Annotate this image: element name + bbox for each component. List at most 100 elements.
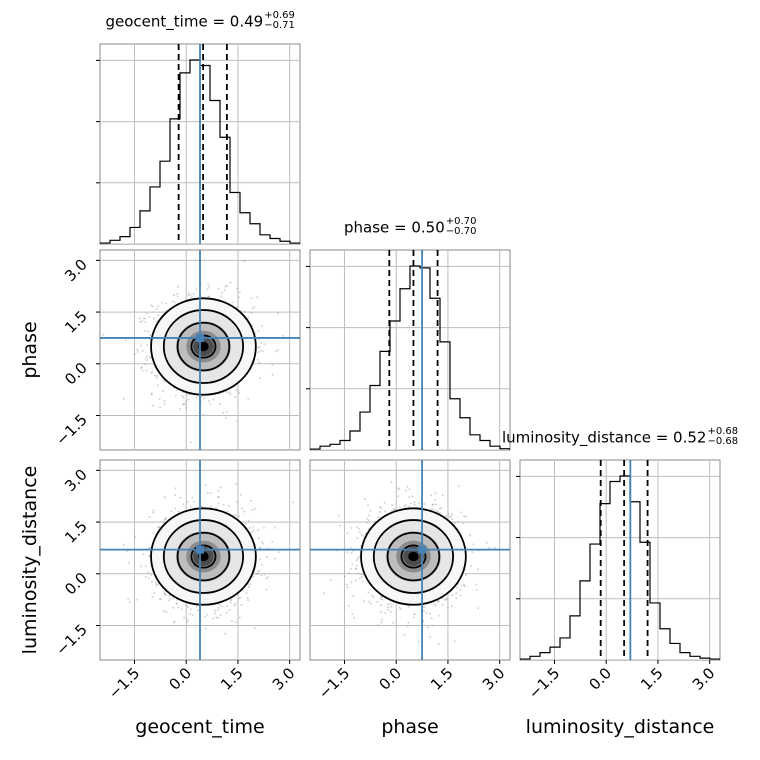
sample-point [234,621,237,624]
sample-point [358,530,361,533]
truth-marker [196,333,204,342]
sample-point [238,616,241,619]
sample-point [122,397,125,400]
sample-point [139,321,142,324]
sample-point [274,350,277,353]
sample-point [133,535,136,538]
sample-point [176,295,179,298]
sample-point [398,488,401,491]
sample-point [239,596,242,599]
sample-point [195,288,198,291]
sample-point [175,602,178,605]
sample-point [180,607,183,610]
x-tick-label: 3.0 [479,664,509,694]
sample-point [256,296,259,299]
sample-point [127,598,130,601]
sample-point [145,369,148,372]
y-axis-label-phase: phase [19,321,41,379]
sample-point [350,581,353,584]
sample-point [356,536,359,539]
sample-point [408,505,411,508]
sample-point [251,509,254,512]
sample-point [247,397,250,400]
sample-point [164,593,167,596]
sample-point [352,595,355,598]
sample-point [208,285,211,288]
title-luminosity_distance: luminosity_distance = 0.52 +0.68 −0.68 [502,427,738,448]
sample-point [155,308,158,311]
sample-point [435,604,438,607]
sample-point [354,579,357,582]
sample-point [195,396,198,399]
sample-point [157,526,160,529]
sample-point [219,486,222,489]
sample-point [228,609,231,612]
sample-point [158,598,161,601]
sample-point [144,576,147,579]
sample-point [204,615,207,618]
sample-point [277,551,280,554]
sample-point [475,583,478,586]
sample-point [161,301,164,304]
sample-point [189,505,192,508]
sample-point [247,519,250,522]
sample-point [175,389,178,392]
sample-point [152,509,155,512]
sample-point [151,404,154,407]
sample-point [425,611,428,614]
sample-point [209,492,212,495]
sample-point [150,392,153,395]
sample-point [457,485,460,488]
sample-point [191,613,194,616]
sample-point [234,395,237,398]
sample-point [408,488,411,491]
sample-point [155,584,158,587]
sample-point [396,487,399,490]
sample-point [150,580,153,583]
sample-point [190,296,193,299]
sample-point [411,495,414,498]
sample-point [151,305,154,308]
contour-line [400,544,427,569]
sample-point [431,624,434,627]
sample-point [259,341,262,344]
sample-point [187,398,190,401]
sample-point [463,585,466,588]
sample-point [367,504,370,507]
sample-point [281,334,284,337]
sample-point [409,502,412,505]
sample-point [231,301,234,304]
sample-point [351,613,354,616]
contour-line [162,309,245,384]
sample-point [183,403,186,406]
sample-point [266,576,269,579]
sample-point [152,317,155,320]
sample-point [406,625,409,628]
y-axis-label-luminosity_distance: luminosity_distance [19,465,41,655]
sample-point [189,608,192,611]
sample-point [184,400,187,403]
sample-point [463,515,466,518]
sample-point [346,551,349,554]
sample-point [128,601,131,604]
sample-point [259,349,262,352]
sample-point [224,285,227,288]
sample-point [235,483,238,486]
sample-point [238,291,241,294]
x-tick-label: 0.0 [375,664,405,694]
sample-point [155,377,158,380]
title-phase: phase = 0.50 +0.70 −0.70 [344,217,476,238]
sample-point [407,605,410,608]
sample-point [355,526,358,529]
sample-point [471,550,474,553]
sample-point [237,597,240,600]
sample-point [360,573,363,576]
sample-point [405,489,408,492]
sample-point [271,373,274,376]
sample-point [337,514,340,517]
sample-point [403,633,406,636]
contour-line [386,531,441,582]
sample-point [350,527,353,530]
sample-point [152,532,155,535]
sample-point [200,505,203,508]
